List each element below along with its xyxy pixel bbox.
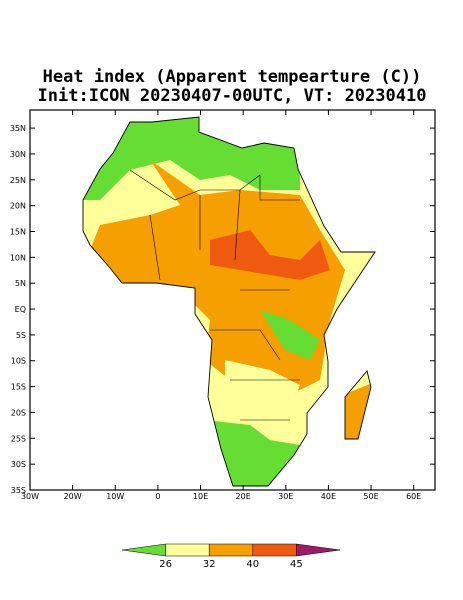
coastline bbox=[82, 116, 376, 487]
x-tick-label: 60E bbox=[406, 492, 421, 501]
x-tick-label: 30W bbox=[21, 492, 39, 501]
x-tick-label: 30E bbox=[278, 492, 293, 501]
y-tick-label: 20N bbox=[10, 202, 26, 211]
y-tick-label: 30S bbox=[11, 460, 26, 469]
x-tick-label: 0 bbox=[155, 492, 160, 501]
subtitle: Init:ICON 20230407-00UTC, VT: 20230410 bbox=[38, 86, 427, 106]
x-tick-label: 50E bbox=[363, 492, 378, 501]
x-tick-label: 20E bbox=[236, 492, 251, 501]
y-tick-label: 5N bbox=[15, 279, 26, 288]
colorbar-segment bbox=[296, 543, 341, 557]
y-tick-label: 35S bbox=[11, 486, 26, 495]
y-tick-label: 20S bbox=[11, 408, 26, 417]
title: Heat index (Apparent tempearture (C)) bbox=[43, 67, 422, 87]
y-tick-label: EQ bbox=[15, 305, 26, 314]
y-tick-label: 35N bbox=[10, 124, 26, 133]
y-tick-label: 5S bbox=[16, 331, 26, 340]
x-tick-label: 10E bbox=[193, 492, 208, 501]
x-tick-label: 20W bbox=[64, 492, 82, 501]
x-tick-label: 10W bbox=[106, 492, 124, 501]
colorbar-segment bbox=[252, 543, 297, 557]
y-tick-label: 25N bbox=[10, 176, 26, 185]
colorbar-segment bbox=[121, 543, 166, 557]
colorbar-segment bbox=[165, 543, 210, 557]
y-tick-label: 25S bbox=[11, 434, 26, 443]
y-tick-label: 10S bbox=[11, 357, 26, 366]
colorbar-label: 26 bbox=[159, 559, 172, 570]
borders bbox=[129, 169, 300, 421]
colorbar-label: 45 bbox=[290, 559, 303, 570]
colorbar-segment bbox=[208, 543, 254, 557]
colorbar-label: 40 bbox=[246, 559, 259, 570]
x-tick-label: 40E bbox=[321, 492, 336, 501]
y-tick-label: 10N bbox=[10, 253, 26, 262]
colorbar-label: 32 bbox=[203, 559, 216, 570]
y-tick-label: 15N bbox=[10, 227, 26, 236]
y-tick-label: 30N bbox=[10, 150, 26, 159]
y-tick-label: 15S bbox=[11, 383, 26, 392]
